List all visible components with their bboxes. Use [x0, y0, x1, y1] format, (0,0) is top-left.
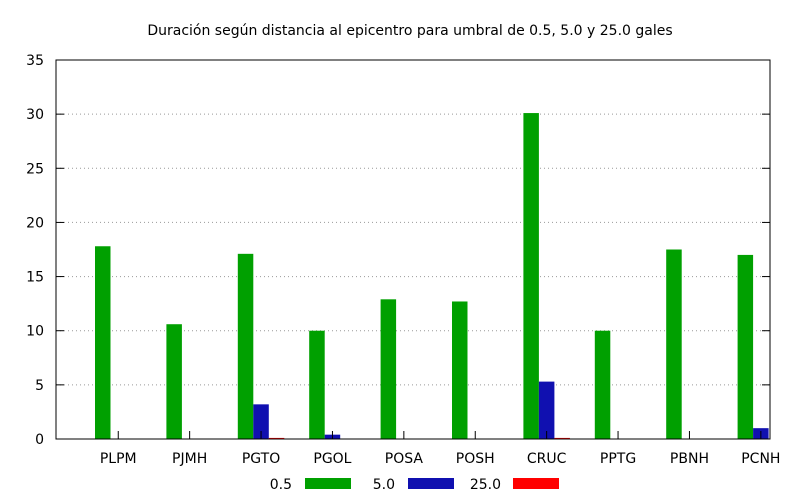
bar-cruc-0_5: [523, 113, 539, 439]
x-tick-label: CRUC: [527, 451, 567, 467]
plot-frame: [55, 59, 771, 440]
bar-plpm-0_5: [95, 246, 111, 439]
bar-pgol-0_5: [309, 330, 325, 439]
y-tick-label: 30: [26, 107, 44, 123]
x-tick-label: PGTO: [242, 451, 280, 467]
y-tick-label: 15: [26, 270, 44, 286]
bar-posa-0_5: [380, 299, 397, 439]
bar-pgto-0_5: [237, 253, 254, 439]
x-tick-label: PGOL: [313, 451, 351, 467]
legend-label: 0.5: [270, 477, 292, 493]
y-tick-label: 5: [35, 378, 44, 394]
bar-cruc-5_0: [538, 381, 555, 439]
legend-swatch: [305, 478, 351, 489]
legend-swatch: [513, 478, 559, 489]
x-tick-label: POSH: [456, 451, 495, 467]
y-tick-label: 10: [26, 324, 44, 340]
bar-posh-0_5: [452, 301, 468, 439]
legend-label: 5.0: [373, 477, 395, 493]
x-tick-label: POSA: [385, 451, 424, 467]
y-tick-label: 20: [26, 215, 44, 231]
x-tick-label: PCNH: [741, 451, 780, 467]
legend: 0.5 5.0 25.0: [270, 477, 559, 493]
x-axis: PLPM PJMH PGTO PGOL POSA POSH CRUC PPTG PBNH PCNH: [100, 431, 780, 467]
y-tick-label: 25: [26, 161, 44, 177]
bar-pgto-25_0: [268, 437, 285, 439]
bars: [95, 113, 769, 439]
bar-pgto-5_0: [253, 404, 269, 439]
y-tick-label: 35: [26, 53, 44, 69]
x-tick-label: PBNH: [670, 451, 709, 467]
x-tick-label: PLPM: [100, 451, 137, 467]
bar-pcnh-0_5: [737, 254, 754, 439]
bar-pptg-0_5: [594, 330, 611, 439]
x-tick-label: PPTG: [600, 451, 636, 467]
bar-pjmh-0_5: [166, 324, 182, 439]
legend-swatch: [408, 478, 454, 489]
bar-pbnh-0_5: [666, 249, 682, 439]
bar-cruc-25_0: [554, 437, 570, 439]
y-tick-label: 0: [35, 432, 44, 448]
chart-title: Duración según distancia al epicentro pa…: [147, 23, 672, 39]
legend-label: 25.0: [470, 477, 501, 493]
x-tick-label: PJMH: [172, 451, 207, 467]
grid-lines: [56, 113, 770, 386]
y-axis: 0 5 10 15 20 25 30 35: [26, 53, 770, 448]
